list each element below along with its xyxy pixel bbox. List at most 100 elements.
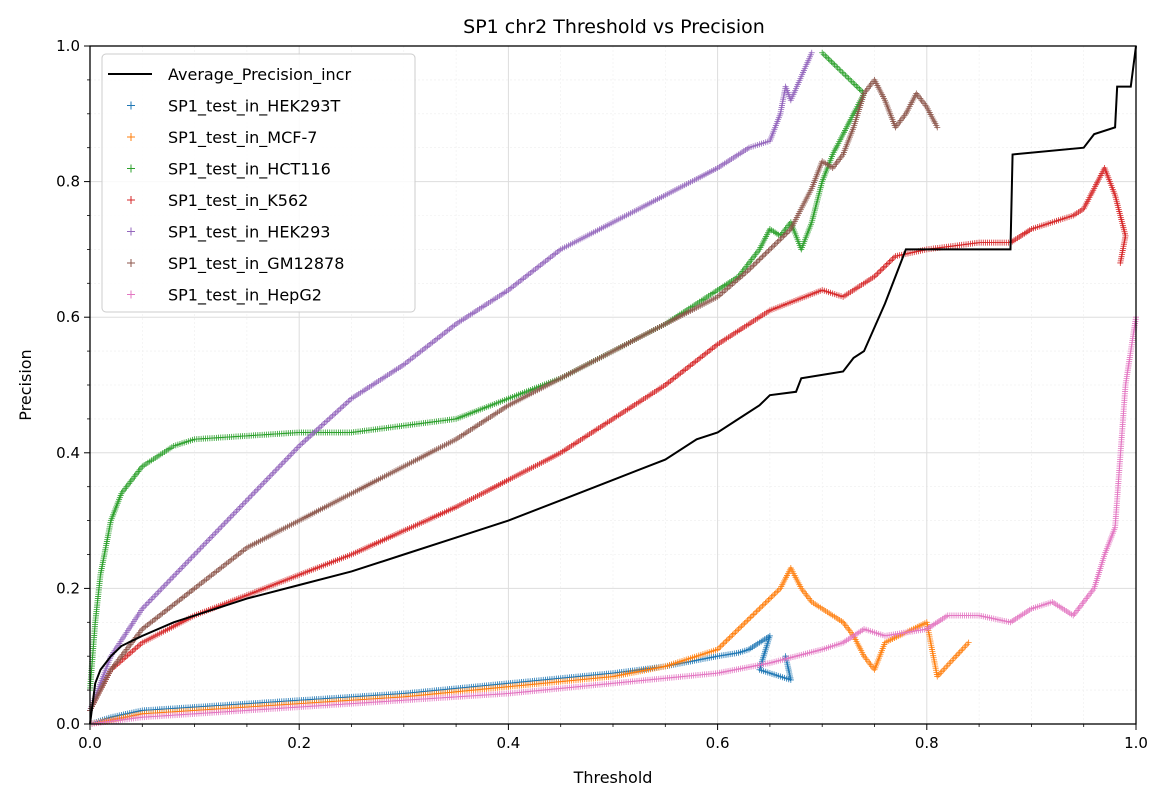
data-point	[887, 257, 894, 264]
data-point	[759, 602, 766, 609]
data-point	[774, 239, 781, 246]
data-point	[181, 562, 188, 569]
data-point	[245, 495, 252, 502]
legend-marker	[127, 227, 135, 236]
data-point	[208, 534, 215, 541]
x-tick-label: 1.0	[1124, 734, 1148, 752]
data-point	[160, 584, 167, 591]
data-point	[234, 506, 241, 513]
data-point	[754, 607, 761, 614]
data-point	[236, 505, 243, 512]
legend: Average_Precision_incr SP1_test_in_HEK293…	[101, 53, 416, 313]
data-point	[227, 514, 234, 521]
data-point	[346, 396, 353, 403]
data-point	[278, 461, 285, 468]
data-point	[731, 630, 738, 637]
data-point	[1117, 259, 1124, 266]
data-point	[759, 253, 766, 260]
data-point	[224, 517, 231, 524]
data-point	[196, 546, 203, 553]
data-point	[148, 596, 155, 603]
x-tick-label: 0.4	[496, 734, 520, 752]
data-point	[287, 452, 294, 459]
data-point	[252, 487, 259, 494]
data-point	[211, 531, 218, 538]
data-point	[735, 626, 742, 633]
data-point	[830, 60, 837, 67]
data-point	[318, 422, 325, 429]
legend-entry: SP1_test_in_HCT116	[127, 160, 331, 180]
data-point	[750, 611, 757, 618]
data-point	[340, 402, 347, 409]
data-point	[751, 610, 758, 617]
data-point	[307, 432, 314, 439]
data-point	[757, 604, 764, 611]
legend-marker	[127, 259, 135, 267]
data-point	[169, 574, 176, 581]
data-point	[155, 588, 162, 595]
series-line	[89, 45, 1137, 725]
data-point	[219, 522, 226, 529]
data-point	[290, 449, 297, 456]
data-point	[182, 560, 189, 567]
data-point	[251, 489, 258, 496]
data-point	[215, 526, 222, 533]
data-point	[228, 512, 235, 519]
legend-label: SP1_test_in_K562	[168, 191, 308, 211]
data-point	[754, 258, 761, 265]
data-point	[187, 556, 194, 563]
data-point	[342, 401, 349, 408]
y-tick-label: 1.0	[56, 37, 80, 55]
data-point	[747, 265, 754, 272]
data-point	[176, 566, 183, 573]
data-point	[837, 67, 844, 74]
y-tick-label: 0.0	[56, 715, 80, 733]
y-axis-label: Precision	[16, 349, 35, 420]
data-point	[337, 405, 344, 412]
data-point	[172, 571, 179, 578]
data-point	[723, 637, 730, 644]
data-point	[249, 491, 256, 498]
data-point	[299, 440, 306, 447]
data-point	[768, 594, 775, 601]
data-point	[261, 478, 268, 485]
legend-entry: SP1_test_in_K562	[127, 191, 308, 211]
data-point	[167, 576, 174, 583]
data-point	[264, 475, 271, 482]
data-point	[828, 58, 835, 65]
data-point	[175, 568, 182, 575]
y-tick-label: 0.2	[56, 579, 80, 597]
data-point	[763, 598, 770, 605]
series-SP1_test_in_GM12878	[87, 76, 941, 714]
data-point	[853, 82, 860, 89]
data-point	[302, 437, 309, 444]
data-point	[200, 542, 207, 549]
data-point	[872, 272, 879, 279]
data-point	[716, 644, 723, 651]
data-point	[766, 595, 773, 602]
data-point	[777, 236, 784, 243]
data-point	[260, 480, 267, 487]
data-point	[297, 441, 304, 448]
data-point	[717, 643, 724, 650]
data-point	[762, 599, 769, 606]
data-point	[783, 230, 790, 237]
data-point	[308, 431, 315, 438]
data-point	[714, 646, 721, 653]
data-point	[275, 464, 282, 471]
data-point	[772, 589, 779, 596]
data-point	[332, 409, 339, 416]
data-point	[139, 605, 146, 612]
data-point	[218, 523, 225, 530]
data-point	[161, 582, 168, 589]
data-point	[756, 256, 763, 263]
data-point	[146, 597, 153, 604]
data-point	[823, 54, 830, 61]
data-point	[151, 593, 158, 600]
data-point	[154, 590, 161, 597]
data-point	[857, 87, 864, 94]
data-point	[258, 481, 265, 488]
series-SP1_test_in_HEK293	[87, 49, 815, 714]
data-point	[745, 615, 752, 622]
data-point	[217, 525, 224, 532]
